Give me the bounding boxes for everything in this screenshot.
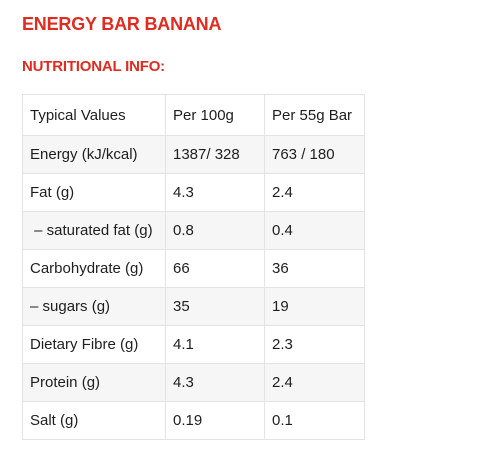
table-row-carbohydrate: Carbohydrate (g) 66 36 — [22, 249, 365, 288]
row-value-per-100g: 4.3 — [165, 173, 265, 212]
row-value-per-bar: 763 / 180 — [264, 135, 365, 174]
row-label: Protein (g) — [22, 363, 166, 402]
row-label: Energy (kJ/kcal) — [22, 135, 166, 174]
row-label: Fat (g) — [22, 173, 166, 212]
row-value-per-100g: 4.3 — [165, 363, 265, 402]
row-value-per-100g: 4.1 — [165, 325, 265, 364]
nutrition-table: Typical Values Per 100g Per 55g Bar Ener… — [22, 94, 365, 440]
table-row-protein: Protein (g) 4.3 2.4 — [22, 363, 365, 402]
row-value-per-100g: 0.19 — [165, 401, 265, 440]
header-typical-values: Typical Values — [22, 94, 166, 136]
row-value-per-bar: 2.4 — [264, 173, 365, 212]
row-value-per-bar: 2.4 — [264, 363, 365, 402]
table-row-salt: Salt (g) 0.19 0.1 — [22, 401, 365, 440]
nutritional-info-heading: NUTRITIONAL INFO: — [22, 58, 165, 75]
row-value-per-bar: 0.4 — [264, 211, 365, 250]
row-value-per-bar: 19 — [264, 287, 365, 326]
header-per-100g: Per 100g — [165, 94, 265, 136]
row-label: Carbohydrate (g) — [22, 249, 166, 288]
row-value-per-100g: 66 — [165, 249, 265, 288]
row-value-per-bar: 36 — [264, 249, 365, 288]
table-row-sugars: – sugars (g) 35 19 — [22, 287, 365, 326]
row-value-per-bar: 2.3 — [264, 325, 365, 364]
row-label: Salt (g) — [22, 401, 166, 440]
row-label: – sugars (g) — [22, 287, 166, 326]
row-value-per-100g: 1387/ 328 — [165, 135, 265, 174]
header-per-bar: Per 55g Bar — [264, 94, 365, 136]
table-header-row: Typical Values Per 100g Per 55g Bar — [22, 94, 365, 136]
row-label: – saturated fat (g) — [22, 211, 166, 250]
table-row-fat: Fat (g) 4.3 2.4 — [22, 173, 365, 212]
row-label: Dietary Fibre (g) — [22, 325, 166, 364]
table-row-energy: Energy (kJ/kcal) 1387/ 328 763 / 180 — [22, 135, 365, 174]
table-row-dietary-fibre: Dietary Fibre (g) 4.1 2.3 — [22, 325, 365, 364]
table-row-saturated-fat: – saturated fat (g) 0.8 0.4 — [22, 211, 365, 250]
product-title: ENERGY BAR BANANA — [22, 14, 222, 34]
row-value-per-bar: 0.1 — [264, 401, 365, 440]
row-value-per-100g: 35 — [165, 287, 265, 326]
row-value-per-100g: 0.8 — [165, 211, 265, 250]
